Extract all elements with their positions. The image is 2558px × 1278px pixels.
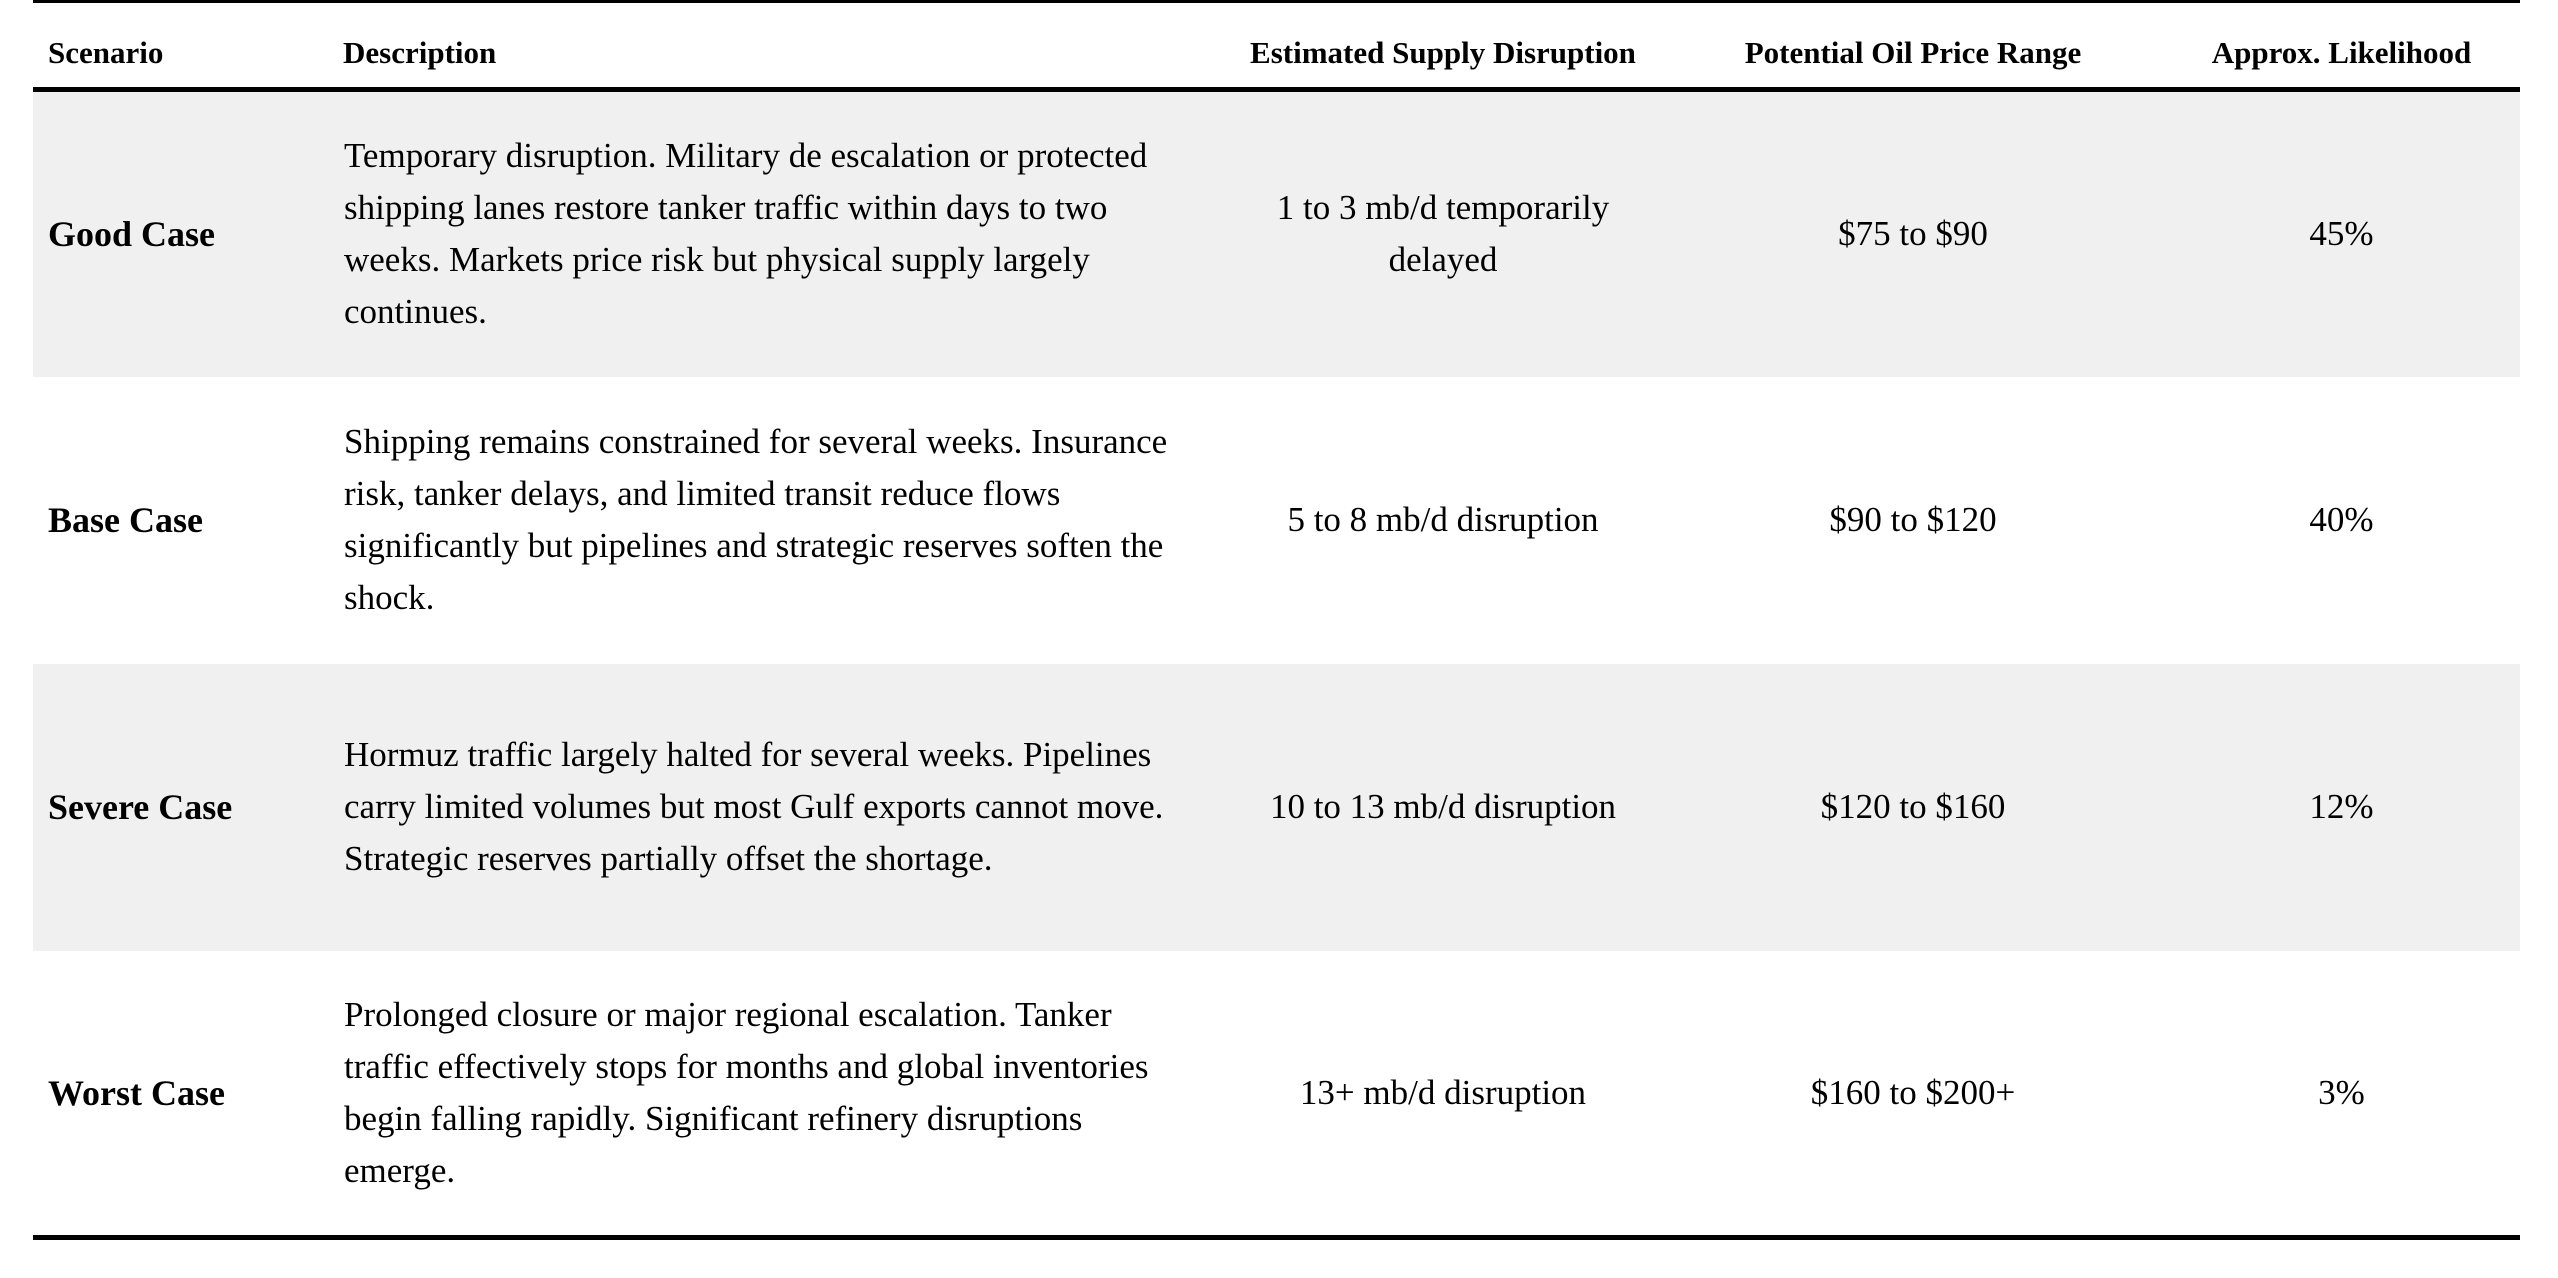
column-header-scenario: Scenario: [33, 1, 343, 92]
scenario-cell: Worst Case: [48, 1072, 225, 1113]
likelihood-cell: 40%: [2309, 500, 2374, 539]
supply-cell: 1 to 3 mb/d temporarily delayed: [1276, 188, 1610, 280]
table-row-good-case: Good Case Temporary disruption. Military…: [33, 89, 2520, 377]
table-row-severe-case: Severe Case Hormuz traffic largely halte…: [33, 663, 2520, 951]
description-cell: Temporary disruption. Military de escala…: [344, 136, 1148, 332]
scenario-cell: Good Case: [48, 214, 216, 255]
likelihood-cell: 3%: [2318, 1072, 2365, 1112]
scenario-cell: Base Case: [48, 500, 203, 540]
scenario-table: Scenario Description Estimated Supply Di…: [33, 0, 2520, 1240]
column-header-likelihood: Approx. Likelihood: [2163, 1, 2520, 92]
column-header-description: Description: [343, 1, 1223, 92]
scenario-cell: Severe Case: [48, 787, 233, 827]
table-row-base-case: Base Case Shipping remains constrained f…: [33, 377, 2520, 664]
table-row-worst-case: Worst Case Prolonged closure or major re…: [33, 951, 2520, 1238]
supply-cell: 10 to 13 mb/d disruption: [1269, 787, 1617, 826]
supply-cell: 13+ mb/d disruption: [1299, 1072, 1587, 1112]
description-cell: Prolonged closure or major regional esca…: [344, 994, 1149, 1190]
description-cell: Shipping remains constrained for several…: [344, 422, 1168, 617]
column-header-supply-disruption: Estimated Supply Disruption: [1223, 1, 1663, 92]
description-cell: Hormuz traffic largely halted for severa…: [344, 735, 1164, 878]
column-header-price-range: Potential Oil Price Range: [1663, 1, 2163, 92]
likelihood-cell: 12%: [2309, 787, 2374, 826]
header-row: Scenario Description Estimated Supply Di…: [33, 1, 2520, 92]
table-header: Scenario Description Estimated Supply Di…: [33, 1, 2520, 92]
price-cell: $120 to $160: [1820, 787, 2006, 826]
price-cell: $90 to $120: [1829, 500, 1997, 539]
supply-cell: 5 to 8 mb/d disruption: [1287, 500, 1599, 539]
table-body: Good Case Temporary disruption. Military…: [33, 89, 2520, 1238]
likelihood-cell: 45%: [2309, 214, 2374, 254]
price-cell: $75 to $90: [1838, 214, 1988, 254]
price-cell: $160 to $200+: [1810, 1072, 2016, 1112]
